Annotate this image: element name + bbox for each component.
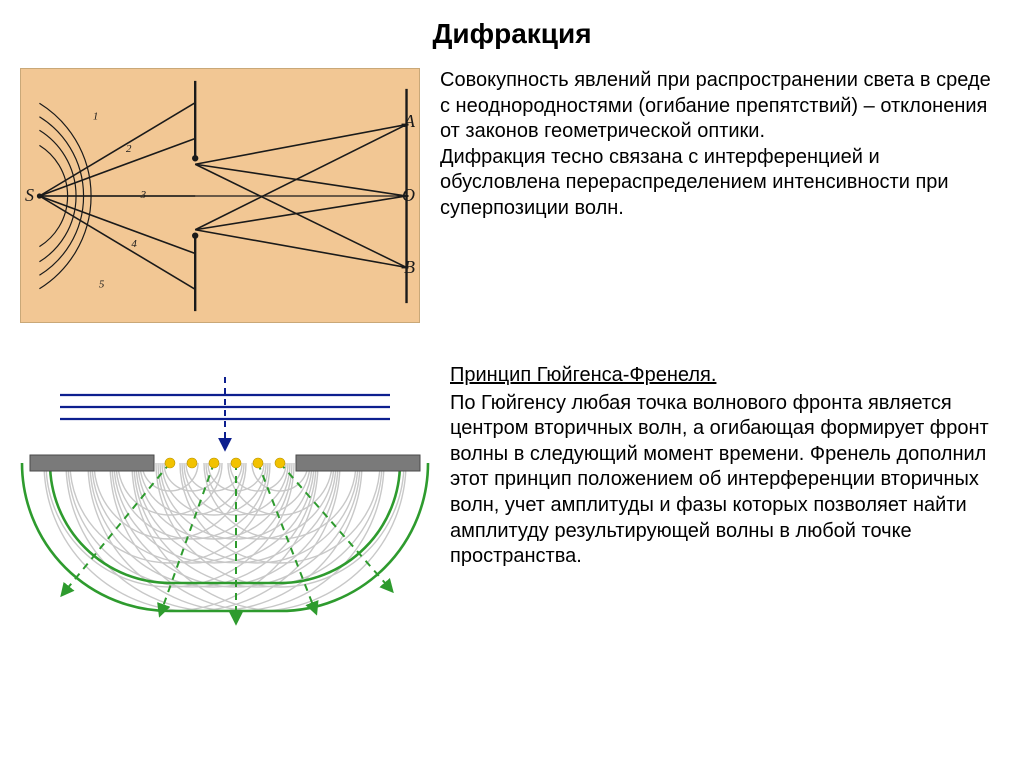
svg-text:1: 1: [93, 111, 98, 123]
figure-huygens-fresnel: [20, 363, 430, 633]
svg-text:2: 2: [126, 143, 132, 155]
figure-2-wrapper: [20, 363, 430, 633]
figure-1-wrapper: 1 2 3 4 5 S A O B: [20, 68, 420, 323]
section-2-text: Принцип Гюйгенса-Френеля. По Гюйгенсу лю…: [450, 363, 1004, 570]
section-1-text: Совокупность явлений при распространении…: [440, 68, 1004, 222]
section-2: Принцип Гюйгенса-Френеля. По Гюйгенсу лю…: [0, 363, 1024, 633]
section1-body: Совокупность явлений при распространении…: [440, 68, 1004, 222]
fig1-label-S: S: [25, 185, 34, 206]
svg-text:4: 4: [131, 238, 137, 250]
section-1: 1 2 3 4 5 S A O B Совокупность явлений при р…: [0, 68, 1024, 323]
section2-heading: Принцип Гюйгенса-Френеля.: [450, 363, 716, 389]
section2-body: По Гюйгенсу любая точка волнового фронта…: [450, 391, 1004, 570]
figure-diffraction-rays: 1 2 3 4 5 S A O B: [20, 68, 420, 323]
fig1-label-A: A: [404, 111, 415, 132]
fig1-label-B: B: [404, 257, 415, 278]
svg-text:3: 3: [140, 189, 147, 201]
svg-text:5: 5: [99, 279, 105, 291]
fig1-label-O: O: [402, 185, 415, 206]
page-title: Дифракция: [0, 0, 1024, 60]
